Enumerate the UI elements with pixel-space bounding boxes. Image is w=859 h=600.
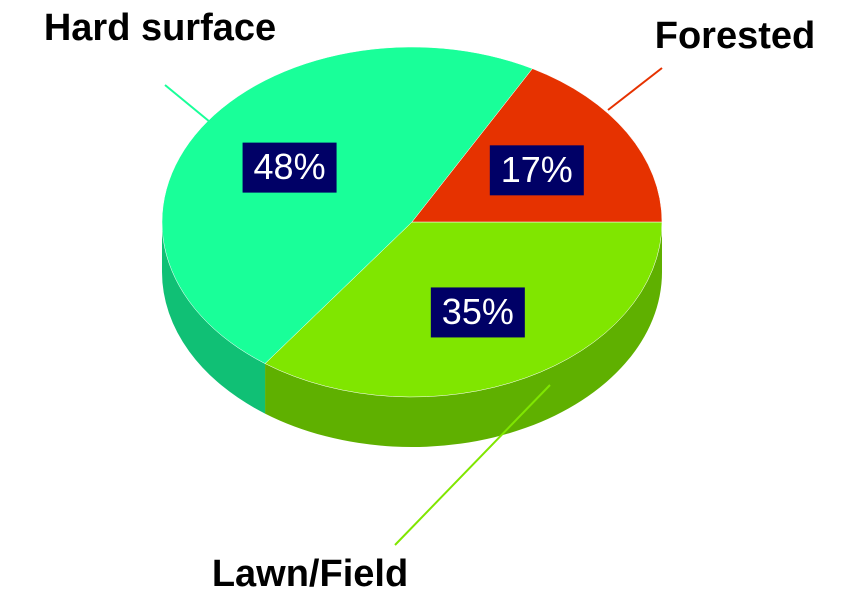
value-label: 35% bbox=[442, 291, 514, 332]
leader-line bbox=[164, 84, 211, 123]
pie-side bbox=[265, 222, 662, 448]
value-label-box bbox=[242, 142, 337, 193]
leader-line bbox=[394, 384, 551, 546]
category-label: Hard surface bbox=[44, 7, 276, 49]
value-label: 48% bbox=[254, 146, 326, 187]
value-label: 17% bbox=[501, 149, 573, 190]
leader-line bbox=[607, 67, 663, 111]
pie-side bbox=[162, 222, 266, 414]
category-label: Lawn/Field bbox=[212, 553, 408, 595]
pie-slice bbox=[411, 68, 663, 223]
value-label-box bbox=[489, 145, 584, 196]
value-label-box bbox=[430, 287, 525, 338]
category-label: Forested bbox=[655, 15, 815, 57]
pie-slice bbox=[161, 46, 533, 364]
